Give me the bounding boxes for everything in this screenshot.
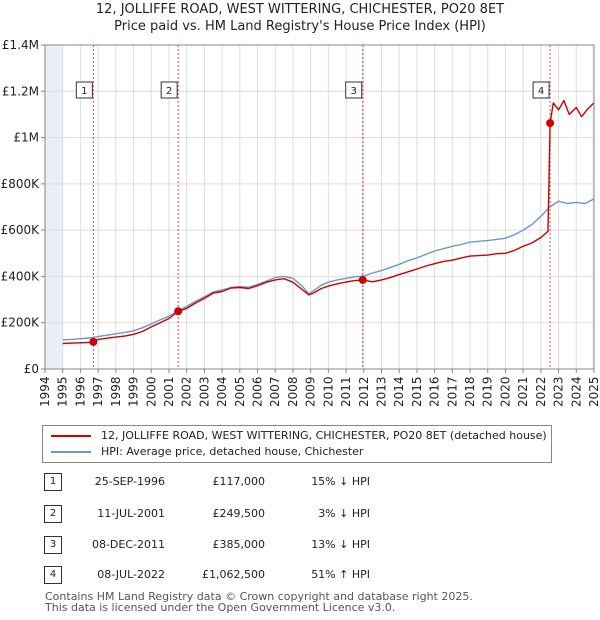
- x-tick-label: 2024: [569, 376, 583, 407]
- x-tick-label: 2020: [498, 376, 512, 407]
- x-tick-label: 2022: [534, 376, 548, 407]
- x-tick-label: 1995: [56, 376, 70, 407]
- x-tick-label: 2013: [374, 376, 388, 407]
- x-tick-label: 2007: [268, 376, 282, 407]
- y-tick-label: £800K: [1, 177, 41, 191]
- row-hpi: 3% ↓ HPI: [318, 507, 370, 520]
- price-chart: £0 £200K £400K £600K £800K £1M £1.2M £1.4M 1994 1…: [1, 38, 600, 407]
- x-tick-label: 2019: [481, 376, 495, 407]
- x-tick-label: 2002: [180, 376, 194, 407]
- x-tick-label: 2001: [162, 376, 176, 407]
- row-date: 08-DEC-2011: [91, 538, 165, 551]
- row-price: £117,000: [212, 475, 266, 488]
- y-tick-label: £1.4M: [2, 38, 39, 52]
- row-price: £385,000: [212, 538, 266, 551]
- sale-marker-number: 2: [166, 86, 172, 97]
- sale-point: [89, 337, 98, 346]
- row-hpi: 51% ↑ HPI: [311, 568, 370, 581]
- y-tick-label: £1M: [13, 131, 39, 145]
- row-number: 4: [44, 566, 62, 584]
- y-tick-label: £200K: [1, 316, 41, 330]
- x-tick-label: 1994: [38, 376, 52, 407]
- sale-point: [174, 307, 183, 316]
- y-tick-label: £600K: [1, 223, 41, 237]
- x-tick-label: 2003: [197, 376, 211, 407]
- chart-title: 12, JOLLIFFE ROAD, WEST WITTERING, CHICH…: [95, 2, 505, 17]
- row-date: 11-JUL-2001: [97, 507, 165, 520]
- axes: £0 £200K £400K £600K £800K £1M £1.2M £1.4M 1994 1…: [1, 38, 600, 407]
- row-hpi: 13% ↓ HPI: [311, 538, 370, 551]
- x-tick-label: 2005: [233, 376, 247, 407]
- row-number: 3: [44, 536, 62, 554]
- sale-point: [546, 119, 555, 128]
- property-price-line: [62, 99, 595, 345]
- series-lines: [62, 99, 595, 345]
- row-number: 2: [44, 505, 62, 523]
- table-row: 2 11-JUL-2001 £249,500 3% ↓ HPI: [0, 505, 600, 523]
- shaded-region: [592, 45, 594, 369]
- table-row: 3 08-DEC-2011 £385,000 13% ↓ HPI: [0, 536, 600, 554]
- x-tick-label: 2018: [463, 376, 477, 407]
- sale-marker-box: [532, 81, 550, 99]
- sale-marker-box: [160, 81, 178, 99]
- legend: 12, JOLLIFFE ROAD, WEST WITTERING, CHICH…: [42, 425, 552, 463]
- hpi-line: [62, 198, 595, 341]
- x-tick-label: 2021: [516, 376, 530, 407]
- row-price: £1,062,500: [202, 568, 265, 581]
- x-tick-label: 2000: [144, 376, 158, 407]
- legend-label-hpi: HPI: Average price, detached house, Chic…: [101, 445, 364, 458]
- row-number: 1: [44, 473, 62, 491]
- table-row: 1 25-SEP-1996 £117,000 15% ↓ HPI: [0, 473, 600, 491]
- sale-marker-number: 1: [81, 86, 87, 97]
- sale-marker-number: 3: [351, 86, 357, 97]
- x-tick-label: 2014: [392, 376, 406, 407]
- sale-marker-box: [345, 81, 363, 99]
- shaded-region: [45, 45, 63, 369]
- x-tick-label: 2010: [321, 376, 335, 407]
- y-tick-label: £400K: [1, 269, 41, 283]
- footer-copyright: Contains HM Land Registry data © Crown c…: [45, 590, 473, 603]
- row-price: £249,500: [212, 507, 266, 520]
- footer-licence: This data is licensed under the Open Gov…: [45, 601, 396, 614]
- legend-swatch-hpi: [51, 451, 91, 453]
- row-hpi: 15% ↓ HPI: [311, 475, 370, 488]
- x-tick-label: 2011: [339, 376, 353, 407]
- sale-marker-number: 4: [538, 86, 544, 97]
- x-tick-label: 2023: [552, 376, 566, 407]
- sale-point: [358, 275, 367, 284]
- y-tick-label: £1.2M: [2, 84, 39, 98]
- x-tick-label: 2009: [304, 376, 318, 407]
- plot-frame: [44, 44, 595, 370]
- x-tick-label: 2008: [286, 376, 300, 407]
- sale-points: [89, 119, 555, 346]
- x-tick-label: 2006: [251, 376, 265, 407]
- shaded-regions: [45, 45, 594, 369]
- legend-swatch-property: [51, 435, 91, 437]
- x-tick-label: 1996: [73, 376, 87, 407]
- x-tick-label: 2017: [445, 376, 459, 407]
- table-row: 4 08-JUL-2022 £1,062,500 51% ↑ HPI: [0, 566, 600, 584]
- row-date: 08-JUL-2022: [97, 568, 165, 581]
- x-tick-label: 2012: [357, 376, 371, 407]
- chart-subtitle: Price paid vs. HM Land Registry's House …: [114, 19, 486, 34]
- x-tick-label: 1999: [127, 376, 141, 407]
- x-tick-label: 1997: [91, 376, 105, 407]
- sale-marker-labels: 1 2 3 4: [75, 81, 550, 99]
- row-date: 25-SEP-1996: [94, 475, 165, 488]
- legend-label-property: 12, JOLLIFFE ROAD, WEST WITTERING, CHICH…: [101, 429, 547, 442]
- y-tick-label: £0: [24, 362, 39, 376]
- x-tick-label: 2004: [215, 376, 229, 407]
- x-tick-label: 2016: [428, 376, 442, 407]
- x-tick-label: 2025: [587, 376, 600, 407]
- x-tick-label: 2015: [410, 376, 424, 407]
- sale-marker-box: [75, 81, 93, 99]
- x-tick-label: 1998: [109, 376, 123, 407]
- grid-lines: [44, 44, 595, 370]
